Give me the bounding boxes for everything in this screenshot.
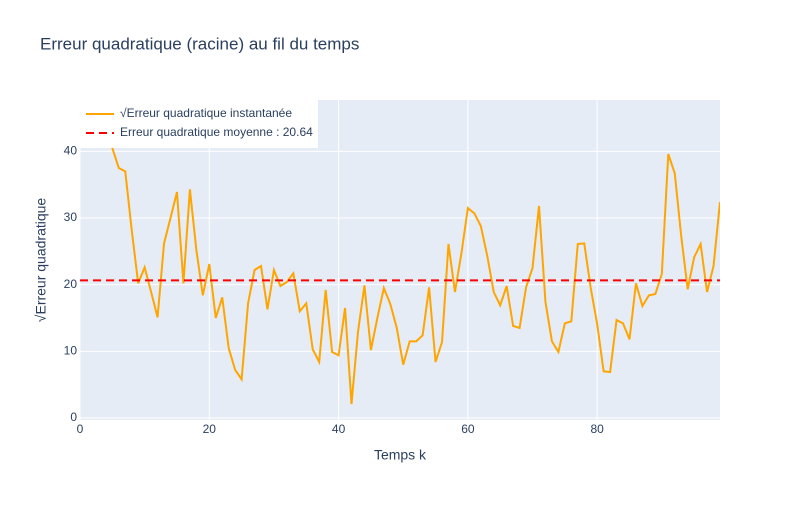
plot-area — [80, 100, 720, 420]
y-tick-label: 0 — [70, 410, 77, 424]
x-tick-label: 0 — [77, 422, 84, 436]
y-tick-label: 10 — [64, 344, 78, 358]
marks — [80, 100, 720, 405]
y-tick-label: 40 — [64, 144, 78, 158]
y-tick-label: 30 — [64, 210, 78, 224]
legend-label: √Erreur quadratique instantanée — [120, 106, 292, 120]
y-tick-label: 20 — [64, 277, 78, 291]
x-tick-label: 40 — [332, 422, 346, 436]
x-tick-label: 80 — [590, 422, 604, 436]
legend — [80, 100, 318, 148]
y-axis-label: √Erreur quadratique — [33, 198, 49, 323]
chart-title: Erreur quadratique (racine) au fil du te… — [40, 34, 359, 53]
line — [105, 100, 720, 405]
x-tick-label: 60 — [461, 422, 475, 436]
x-tick-label: 20 — [203, 422, 217, 436]
x-axis-label: Temps k — [374, 447, 427, 463]
legend-label: Erreur quadratique moyenne : 20.64 — [120, 125, 313, 139]
